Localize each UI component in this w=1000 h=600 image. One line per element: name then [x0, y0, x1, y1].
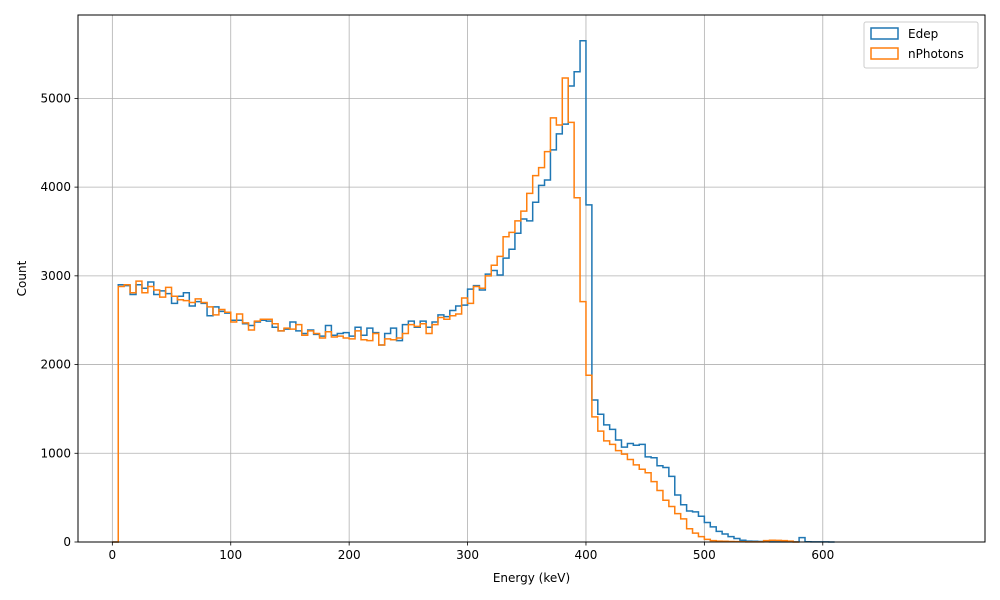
x-tick-label: 400 — [575, 548, 598, 562]
legend-label-edep: Edep — [908, 27, 938, 41]
y-axis-ticks: 0 1000 2000 3000 4000 5000 — [40, 91, 78, 549]
x-tick-label: 500 — [693, 548, 716, 562]
y-tick-label: 3000 — [40, 269, 71, 283]
x-tick-label: 600 — [811, 548, 834, 562]
series-nphotons-step-line — [112, 77, 800, 543]
series-layer — [112, 39, 835, 543]
y-axis-label: Count — [15, 260, 29, 296]
legend-box — [863, 21, 979, 69]
legend: Edep nPhotons — [863, 21, 979, 69]
x-axis-label: Energy (keV) — [493, 571, 570, 585]
x-tick-label: 200 — [338, 548, 361, 562]
x-tick-label: 100 — [219, 548, 242, 562]
legend-swatch-nphotons — [870, 47, 899, 60]
y-tick-label: 0 — [63, 535, 71, 549]
x-tick-label: 300 — [456, 548, 479, 562]
y-tick-label: 4000 — [40, 180, 71, 194]
grid-lines — [78, 15, 985, 543]
axes-frame — [77, 14, 986, 543]
y-tick-label: 5000 — [40, 91, 71, 105]
y-tick-label: 1000 — [40, 446, 71, 460]
legend-swatch-edep — [870, 27, 899, 40]
x-axis-ticks: 0 100 200 300 400 500 600 — [109, 542, 834, 562]
x-tick-label: 0 — [109, 548, 117, 562]
legend-label-nphotons: nPhotons — [908, 47, 964, 61]
y-tick-label: 2000 — [40, 358, 71, 372]
